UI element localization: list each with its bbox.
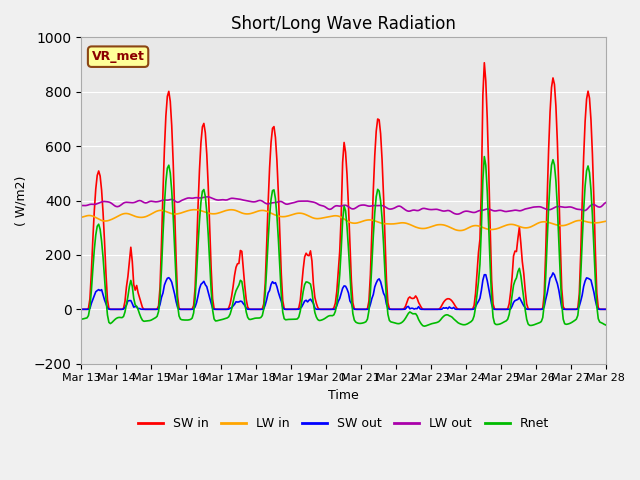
X-axis label: Time: Time	[328, 389, 359, 402]
LW out	[575, 206, 583, 212]
Y-axis label: ( W/m2): ( W/m2)	[15, 175, 28, 226]
Rnet	[575, 300, 583, 305]
SW out	[77, 306, 85, 312]
Legend: SW in, LW in, SW out, LW out, Rnet: SW in, LW in, SW out, LW out, Rnet	[133, 412, 554, 435]
Title: Short/Long Wave Radiation: Short/Long Wave Radiation	[231, 15, 456, 33]
Rnet	[260, 306, 268, 312]
LW in	[308, 215, 316, 220]
LW in	[456, 228, 463, 233]
SW out	[234, 299, 241, 305]
Rnet	[234, 285, 241, 291]
LW in	[191, 207, 199, 213]
LW out	[235, 196, 243, 202]
SW in	[481, 60, 488, 66]
LW out	[602, 200, 609, 205]
SW out	[574, 306, 582, 312]
Text: VR_met: VR_met	[92, 50, 145, 63]
SW in	[602, 306, 609, 312]
Line: SW in: SW in	[81, 63, 605, 309]
Rnet	[481, 154, 488, 159]
LW in	[261, 208, 269, 214]
Line: LW in: LW in	[81, 210, 605, 230]
Rnet	[420, 323, 428, 329]
LW in	[253, 209, 260, 215]
SW in	[251, 306, 259, 312]
Line: SW out: SW out	[81, 273, 605, 309]
SW out	[307, 296, 314, 302]
SW out	[251, 306, 259, 312]
SW in	[260, 301, 268, 307]
SW out	[260, 306, 268, 312]
SW in	[574, 305, 582, 311]
LW in	[602, 218, 609, 224]
LW out	[203, 194, 211, 200]
Rnet	[141, 318, 149, 324]
Rnet	[602, 322, 609, 328]
Rnet	[77, 316, 85, 322]
LW out	[141, 200, 149, 206]
SW out	[141, 306, 149, 312]
Rnet	[307, 281, 314, 287]
Line: Rnet: Rnet	[81, 156, 605, 326]
SW out	[549, 270, 557, 276]
SW out	[602, 306, 609, 312]
LW out	[253, 199, 260, 204]
LW in	[77, 215, 85, 220]
LW in	[575, 217, 583, 223]
SW in	[307, 248, 314, 254]
LW in	[141, 214, 149, 220]
LW out	[77, 203, 85, 208]
SW in	[77, 306, 85, 312]
LW in	[235, 209, 243, 215]
LW out	[308, 199, 316, 205]
Rnet	[251, 315, 259, 321]
LW out	[261, 200, 269, 206]
LW out	[454, 211, 462, 217]
SW in	[234, 261, 241, 267]
SW in	[141, 306, 149, 312]
Line: LW out: LW out	[81, 197, 605, 214]
